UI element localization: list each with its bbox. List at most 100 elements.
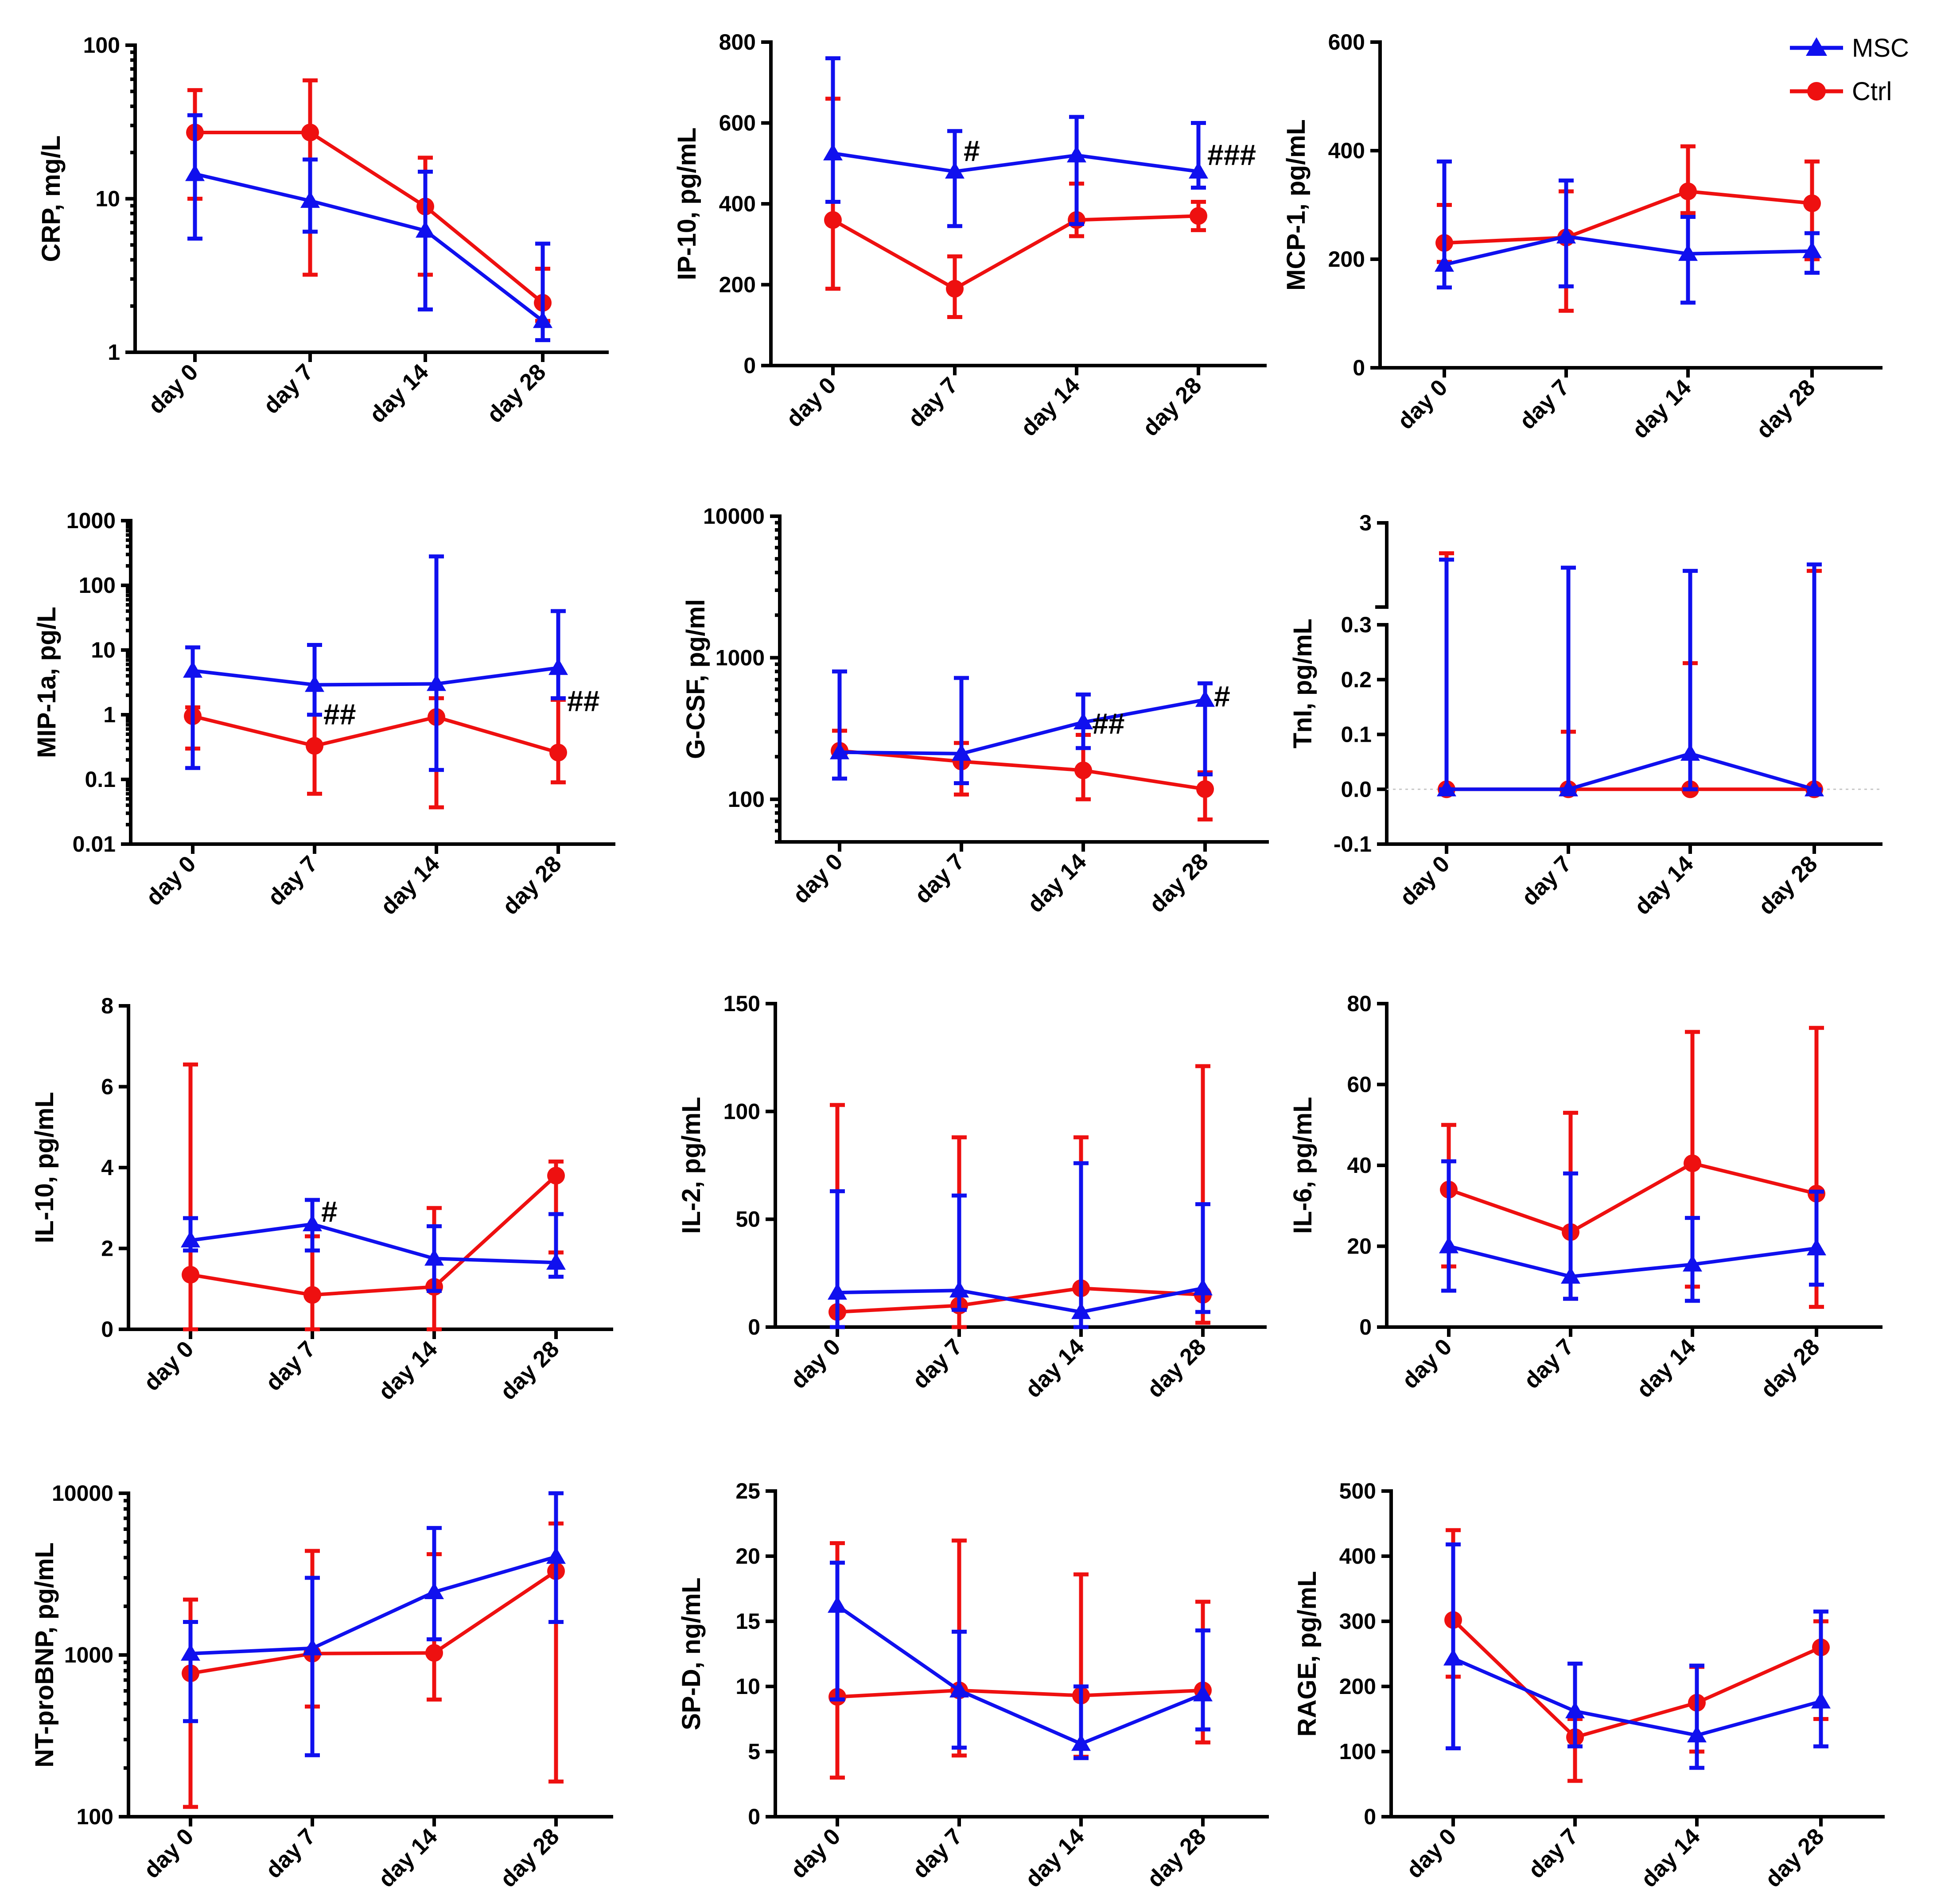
y-tick-label: 10000	[703, 504, 765, 529]
y-tick-label: 150	[723, 991, 760, 1016]
data-point-msc	[424, 1249, 444, 1266]
data-point-msc	[300, 191, 320, 208]
y-tick-label: 10	[735, 1674, 760, 1699]
x-tick-label: day 14	[376, 851, 445, 920]
data-point-msc	[1443, 1648, 1463, 1666]
error-bar-ctrl	[1680, 144, 1696, 215]
x-tick-label: day 28	[1760, 1823, 1829, 1892]
y-tick-label: 200	[1339, 1674, 1376, 1699]
x-tick-label: day 0	[1392, 374, 1452, 434]
error-bar-msc	[832, 669, 847, 781]
data-point-ctrl	[425, 1644, 443, 1662]
axes-il-6: 0 20 40 60 80 day 0 day 7 day 14 day 28	[1347, 991, 1882, 1403]
data-point-msc	[1193, 1684, 1213, 1702]
x-tick-label: day 0	[139, 1823, 198, 1883]
data-point-msc	[1073, 713, 1093, 730]
axes-sp-d: 0 5 10 15 20 25 day 0 day 7 day 14 day 28	[735, 1479, 1269, 1892]
error-bar-msc	[1689, 1663, 1704, 1770]
error-bar-msc	[1069, 115, 1084, 226]
data-point-ctrl	[1679, 182, 1697, 200]
x-tick-label: day 0	[1401, 1823, 1461, 1883]
error-bar-msc	[1195, 1628, 1210, 1732]
series-msc	[1443, 1542, 1831, 1770]
x-tick-label: day 0	[788, 849, 848, 908]
data-point-ctrl	[946, 280, 964, 298]
x-tick-label: day 7	[1517, 851, 1576, 911]
chart-panel-nt-probnp: 100 1000 10000 day 0 day 7 day 14 day 28 NT-pro…	[30, 1481, 613, 1892]
y-axis-label: IP-10, pg/mL	[673, 128, 701, 280]
x-tick-label: day 7	[907, 1823, 967, 1883]
series-msc	[830, 669, 1215, 785]
x-tick-label: day 28	[1142, 1334, 1211, 1402]
error-bar-msc	[1446, 1542, 1461, 1751]
series-ctrl	[1444, 1528, 1830, 1783]
axes-il-10: 0 2 4 6 8 day 0 day 7 day 14 day 28	[101, 993, 613, 1405]
data-point-ctrl	[824, 211, 842, 229]
data-point-ctrl	[306, 737, 323, 755]
x-tick-label: day 0	[1395, 851, 1455, 911]
y-axis-label: MCP-1, pg/mL	[1282, 119, 1311, 291]
x-tick-label: day 7	[1519, 1334, 1579, 1394]
x-tick-label: day 7	[1514, 374, 1574, 434]
series-line-ctrl	[1448, 1161, 1817, 1234]
x-tick-label: day 0	[786, 1334, 845, 1394]
series-msc	[185, 113, 552, 343]
x-tick-label: day 28	[495, 1823, 564, 1892]
data-point-msc	[1071, 1302, 1091, 1319]
chart-panel-rage: 0 100 200 300 400 500 day 0 day 7 day 14 day 28 RA…	[1293, 1479, 1885, 1892]
y-tick-label: 10000	[52, 1481, 113, 1506]
data-point-msc	[1811, 1691, 1831, 1709]
series-line-msc	[1448, 1244, 1817, 1278]
series-line-ctrl	[190, 1174, 557, 1297]
x-tick-label: day 14	[1023, 849, 1092, 918]
data-point-msc	[303, 1638, 322, 1655]
y-tick-label: 10	[95, 187, 120, 211]
significance-annotation: ###	[1207, 139, 1256, 171]
x-tick-label: day 14	[1020, 1823, 1089, 1892]
chart-panel-tni: -0.1 0.0 0.1 0.2 0.3 3 day 0 day 7 day 14 day 28 T…	[1288, 510, 1882, 920]
y-tick-label: 0	[1353, 355, 1365, 380]
data-point-ctrl	[1803, 194, 1821, 212]
x-tick-label: day 7	[903, 372, 963, 432]
data-point-msc	[303, 1214, 322, 1231]
chart-panel-crp: 1 10 100 day 0 day 7 day 14 day 28 CRP, mg/L	[37, 33, 609, 428]
data-point-msc	[949, 1680, 969, 1698]
y-axis-label: IL-6, pg/mL	[1288, 1097, 1317, 1234]
y-tick-label: 0	[1359, 1315, 1372, 1339]
y-axis-label: NT-proBNP, pg/mL	[30, 1542, 59, 1768]
data-point-msc	[546, 1253, 566, 1270]
y-tick-label: 1000	[716, 645, 765, 670]
series-line-msc	[1447, 751, 1815, 791]
error-bar-msc	[1441, 1159, 1456, 1293]
data-point-msc	[1067, 145, 1086, 163]
x-tick-label: day 14	[1632, 1334, 1701, 1403]
error-bar-msc	[305, 1576, 320, 1757]
y-tick-label: 100	[1339, 1739, 1376, 1764]
y-tick-label: 10	[91, 638, 116, 662]
y-tick-label: 1000	[64, 1643, 113, 1667]
series-msc	[1439, 1159, 1826, 1303]
x-tick-label: day 7	[910, 849, 969, 908]
y-tick-label: 200	[719, 273, 756, 297]
series-line-msc	[192, 666, 559, 687]
legend: MSC Ctrl	[1790, 34, 1909, 106]
series-msc	[183, 554, 568, 772]
error-bar-msc	[1807, 562, 1822, 791]
y-tick-label: 600	[1328, 30, 1365, 55]
axes-nt-probnp: 100 1000 10000 day 0 day 7 day 14 day 28	[52, 1481, 613, 1892]
x-tick-label: day 14	[1016, 372, 1085, 441]
x-tick-label: day 0	[139, 1336, 198, 1396]
series-line-msc	[190, 1555, 557, 1655]
x-tick-label: day 14	[1636, 1823, 1705, 1892]
series-msc	[181, 1491, 566, 1757]
series-line-ctrl	[192, 714, 559, 755]
series-ctrl	[828, 1064, 1212, 1329]
error-bar-msc	[1439, 557, 1454, 791]
chart-panel-il-6: 0 20 40 60 80 day 0 day 7 day 14 day 28 IL-6, pg/…	[1288, 991, 1882, 1403]
data-point-msc	[1189, 162, 1208, 179]
data-point-msc	[1680, 744, 1700, 761]
y-tick-label: 6	[101, 1075, 113, 1099]
y-tick-label: 0.1	[85, 767, 116, 792]
y-tick-label: 4	[101, 1155, 113, 1180]
y-tick-label: 100	[77, 1804, 113, 1829]
